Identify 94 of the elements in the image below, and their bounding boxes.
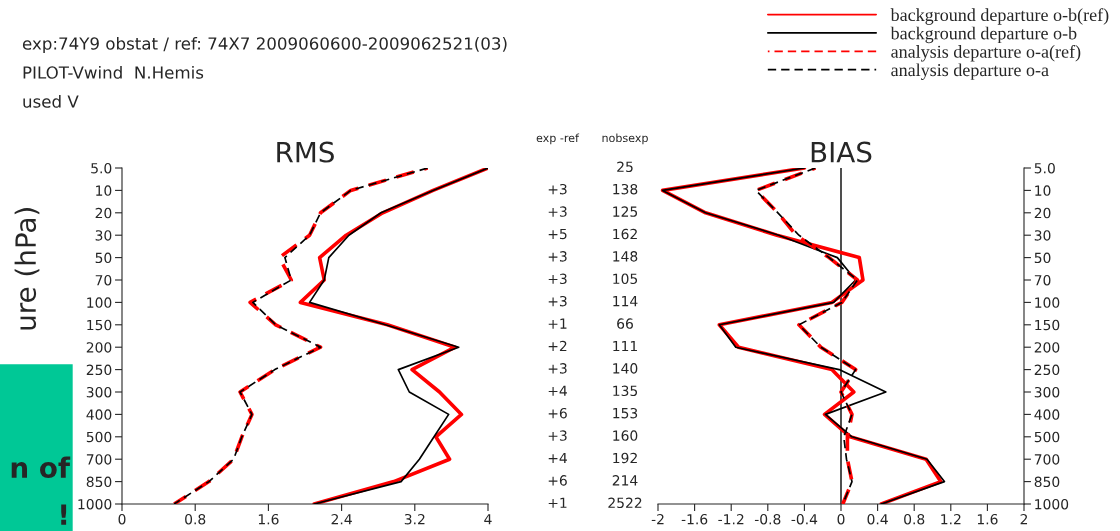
y-tick-label: 30 xyxy=(1034,230,1051,241)
y-tick-label: 250 xyxy=(1034,364,1060,376)
x-tick-label: -1.2 xyxy=(718,513,744,525)
y-tick-label: 150 xyxy=(1035,319,1060,331)
x-tick-label: -0.8 xyxy=(754,513,781,525)
text: +3 xyxy=(548,273,567,285)
text: 138 xyxy=(613,183,638,195)
text: exp:74Y9 obstat / ref: 74X7 2009060600-2009062521(03) xyxy=(22,36,507,54)
x-tick-label: 3.2 xyxy=(404,513,425,525)
text: nobsexp xyxy=(602,133,648,145)
text: +4 xyxy=(548,385,567,396)
x-tick-label: -1.6 xyxy=(681,513,708,525)
text: +3 xyxy=(548,206,567,217)
y-tick-label: 700 xyxy=(1034,454,1060,465)
x-tick-label: 1.6 xyxy=(258,513,279,525)
text: 214 xyxy=(612,475,638,486)
x-tick-label: 4 xyxy=(484,514,492,525)
y-tick-label: 700 xyxy=(86,454,112,465)
x-tick-label: 0.8 xyxy=(904,513,925,525)
text: analysis departure o-a(ref) xyxy=(891,44,1081,62)
y-tick-label: 30 xyxy=(95,230,112,241)
text: +3 xyxy=(548,363,567,374)
text: 153 xyxy=(613,407,638,419)
text: 140 xyxy=(613,363,638,374)
text: 66 xyxy=(617,318,633,329)
text: 160 xyxy=(613,430,638,441)
text: +3 xyxy=(548,430,567,441)
text: 148 xyxy=(613,251,638,262)
x-tick-label: 0 xyxy=(118,513,126,525)
x-tick-label: 2.4 xyxy=(331,513,352,525)
text: +4 xyxy=(548,452,567,464)
text: 2522 xyxy=(608,497,642,509)
x-tick-label: 1.6 xyxy=(977,513,998,525)
y-tick-label: 100 xyxy=(87,297,112,308)
y-tick-label: 250 xyxy=(86,364,112,376)
text: background departure o-b xyxy=(890,26,1077,44)
text: 135 xyxy=(613,385,638,397)
text: used V xyxy=(23,94,79,108)
y-tick-label: 5.0 xyxy=(1034,162,1055,174)
text: 25 xyxy=(617,161,633,173)
y-tick-label: 10 xyxy=(1035,185,1051,196)
text: +6 xyxy=(548,475,567,486)
text: 114 xyxy=(613,296,638,307)
chart-title: RMS xyxy=(277,141,334,163)
text: exp -ref xyxy=(536,133,580,145)
y-tick-label: 500 xyxy=(1034,431,1060,443)
text: n of xyxy=(11,456,71,479)
text: ! xyxy=(61,504,67,525)
y-tick-label: 5.0 xyxy=(91,162,112,174)
y-tick-label: 50 xyxy=(1034,252,1051,264)
y-tick-label: 10 xyxy=(96,185,112,196)
y-tick-label: 200 xyxy=(86,342,112,353)
y-tick-label: 1000 xyxy=(78,498,112,510)
text: +2 xyxy=(548,340,567,352)
x-tick-label: 0 xyxy=(837,513,845,525)
y-tick-label: 500 xyxy=(86,431,112,443)
y-tick-label: 300 xyxy=(86,386,112,398)
text: PILOT-Vwind N.Hemis xyxy=(23,65,204,79)
y-tick-label: 100 xyxy=(1035,297,1060,308)
text: +1 xyxy=(548,497,567,508)
y-tick-label: 20 xyxy=(95,207,112,219)
x-tick-label: 0.8 xyxy=(185,513,206,525)
x-tick-label: 2 xyxy=(1020,513,1028,525)
text: analysis departure o-a xyxy=(891,63,1049,80)
y-tick-label: 70 xyxy=(1034,274,1051,286)
text: +6 xyxy=(548,407,567,419)
text: 192 xyxy=(613,452,637,464)
text: +5 xyxy=(548,228,567,240)
x-tick-label: -2 xyxy=(651,513,664,525)
text: background departure o-b(ref) xyxy=(890,8,1109,25)
y-tick-label: 300 xyxy=(1034,386,1060,398)
y-tick-label: 1000 xyxy=(1035,498,1069,510)
y-tick-label: 850 xyxy=(1034,476,1060,488)
text: +3 xyxy=(548,183,567,195)
chart-title: BIAS xyxy=(811,141,872,163)
y-tick-label: 200 xyxy=(1034,342,1060,353)
x-tick-label: -0.4 xyxy=(791,513,818,525)
x-tick-label: 1.2 xyxy=(941,513,961,525)
text: 111 xyxy=(613,340,637,352)
y-tick-label: 70 xyxy=(95,274,112,286)
y-tick-label: 20 xyxy=(1034,207,1051,219)
text: +3 xyxy=(548,251,567,262)
y-tick-label: 850 xyxy=(86,476,112,488)
text: +3 xyxy=(548,295,567,307)
x-tick-label: 0.4 xyxy=(867,513,888,525)
y-tick-label: 400 xyxy=(86,409,112,420)
text: 105 xyxy=(613,273,638,285)
text: 125 xyxy=(613,206,638,217)
y-tick-label: 50 xyxy=(95,252,112,264)
y-axis-title: ure (hPa) xyxy=(14,208,40,330)
text: 162 xyxy=(613,228,637,240)
y-tick-label: 150 xyxy=(87,319,112,331)
text: +1 xyxy=(548,318,567,329)
y-tick-label: 400 xyxy=(1034,409,1060,420)
